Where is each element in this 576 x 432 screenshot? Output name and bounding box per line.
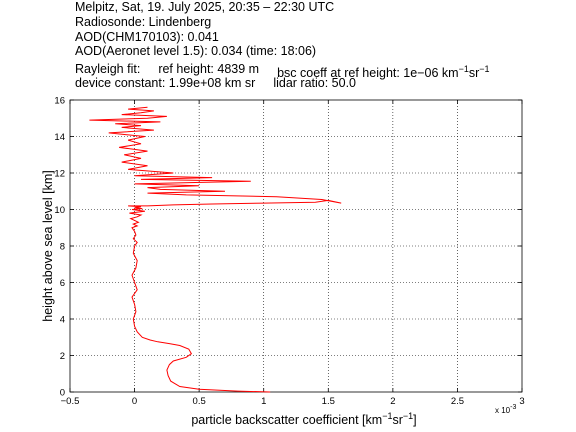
x-tick-label: 1.5 [322,396,335,407]
y-tick-label: 8 [60,242,65,253]
aod-aeronet-label: AOD(Aeronet level 1.5): 0.034 (time: 18:… [75,44,317,59]
backscatter-profile-line [89,106,342,393]
x-axis-multiplier: x 10-3 [495,404,516,415]
x-tick-label: 2.5 [451,396,464,407]
x-tick-label: 3 [519,396,524,407]
y-tick-label: 16 [54,96,65,107]
y-tick-label: 6 [60,278,65,289]
rayleigh-fit-label: Rayleigh fit: [75,62,141,77]
grid-lines [70,100,522,392]
bsc-coeff-label: bsc coeff at ref height: 1e−06 km−1sr−1 [277,64,490,81]
y-tick-label: 14 [54,132,65,143]
y-tick-label: 10 [54,205,65,216]
x-tick-label: −0.5 [61,396,80,407]
x-axis-label: particle backscatter coefficient [km−1sr… [191,411,416,427]
aod-chm-label: AOD(CHM170103): 0.041 [75,29,219,44]
chart-title: Melpitz, Sat, 19. July 2025, 20:35 – 22:… [75,0,335,14]
x-tick-label: 1 [261,396,266,407]
x-tick-label: 2 [390,396,395,407]
x-tick-label: 0.5 [193,396,206,407]
y-axis-label: height above sea level [km] [41,170,55,321]
y-tick-label: 12 [54,169,65,180]
x-tick-label: 0 [132,396,137,407]
radiosonde-label: Radiosonde: Lindenberg [75,14,212,29]
y-tick-label: 0 [60,388,65,399]
chart-header: Melpitz, Sat, 19. July 2025, 20:35 – 22:… [75,0,490,91]
y-tick-label: 2 [60,351,65,362]
lidar-ratio-label: lidar ratio: 50.0 [273,75,356,90]
ref-height-label: ref height: 4839 m [158,62,260,77]
device-constant-label: device constant: 1.99e+08 km sr [75,75,256,90]
y-tick-label: 4 [60,315,65,326]
